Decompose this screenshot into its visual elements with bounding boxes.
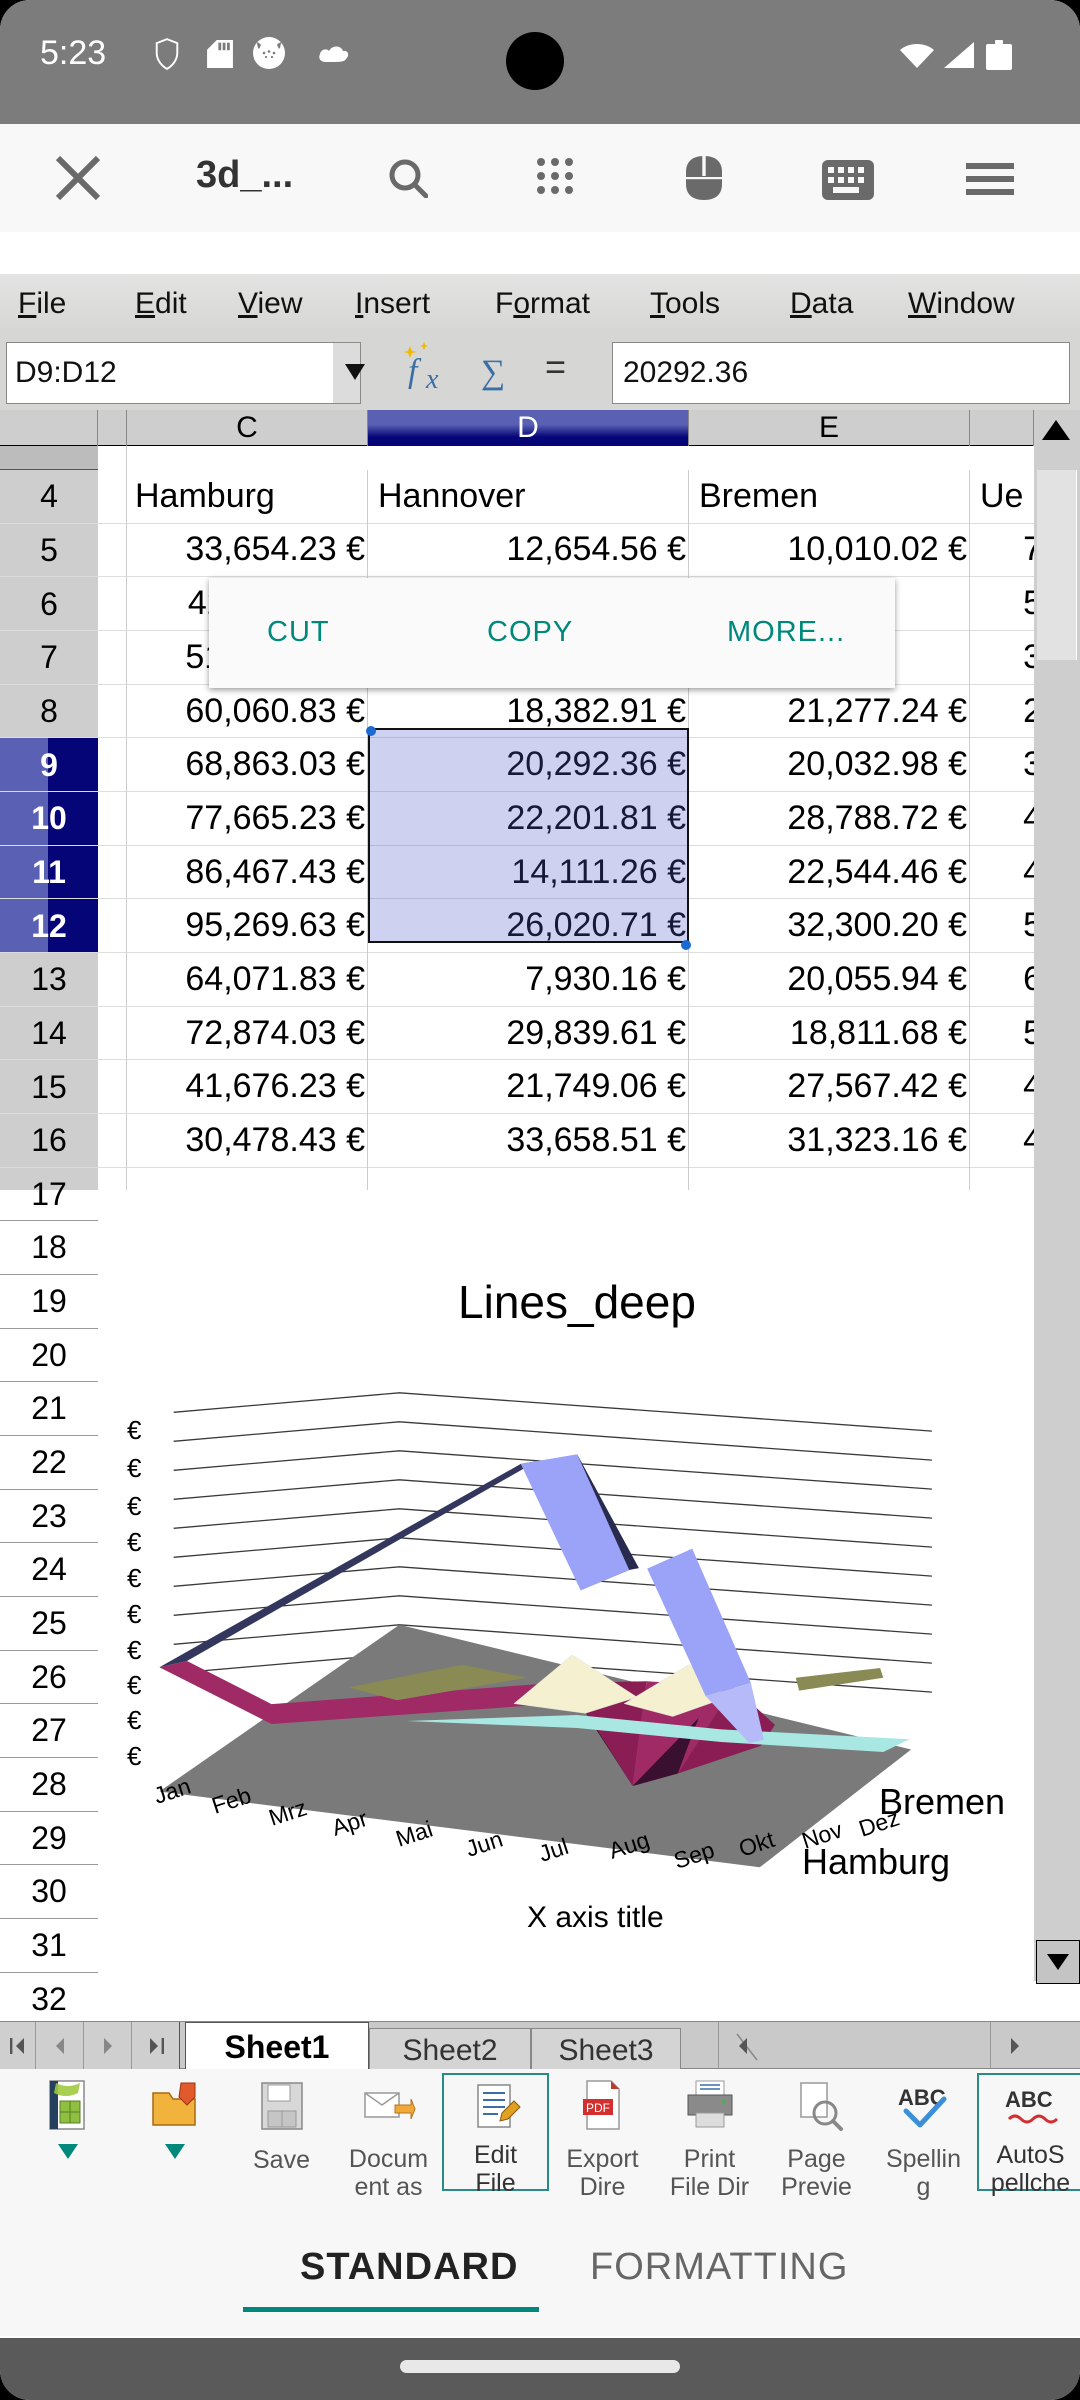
svg-text:Bremen: Bremen bbox=[879, 1781, 1005, 1822]
svg-text:Jan: Jan bbox=[151, 1773, 194, 1809]
svg-text:€: € bbox=[127, 1527, 142, 1557]
svg-text:€: € bbox=[127, 1670, 142, 1700]
svg-text:€: € bbox=[127, 1635, 142, 1665]
svg-text:€: € bbox=[127, 1705, 142, 1735]
svg-text:∑: ∑ bbox=[481, 354, 505, 391]
svg-text:ABC: ABC bbox=[1005, 2087, 1053, 2112]
svg-text:€: € bbox=[127, 1563, 142, 1593]
svg-text:€: € bbox=[127, 1741, 142, 1771]
svg-text:f: f bbox=[408, 353, 422, 390]
svg-text:€: € bbox=[127, 1599, 142, 1629]
svg-text:x: x bbox=[425, 364, 439, 395]
svg-text:Jun: Jun bbox=[463, 1826, 506, 1862]
svg-text:PDF: PDF bbox=[586, 2101, 610, 2115]
svg-text:€: € bbox=[127, 1491, 142, 1521]
svg-text:€: € bbox=[127, 1415, 142, 1445]
svg-text:X axis title: X axis title bbox=[527, 1901, 664, 1934]
svg-text:Hamburg: Hamburg bbox=[802, 1841, 950, 1882]
svg-text:€: € bbox=[127, 1453, 142, 1483]
